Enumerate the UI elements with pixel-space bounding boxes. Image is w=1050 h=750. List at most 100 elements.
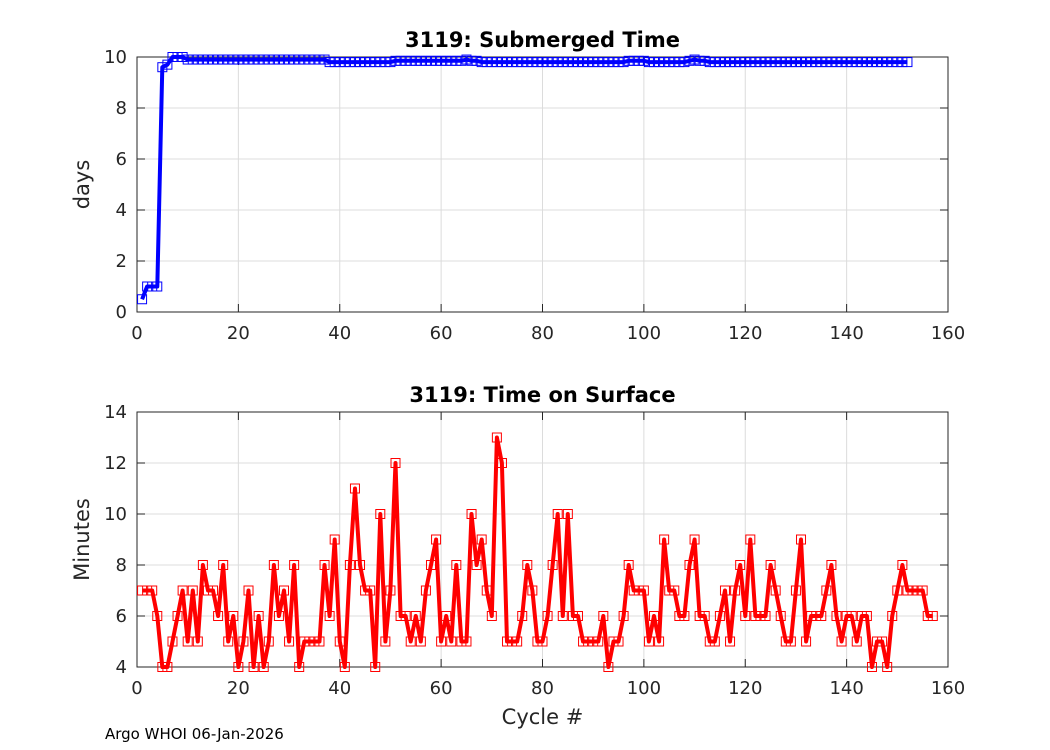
data-point-marker [202, 585, 213, 596]
data-point-marker [801, 57, 812, 68]
data-point-marker [370, 57, 381, 68]
data-point-marker [228, 54, 239, 65]
data-point-marker [866, 57, 877, 68]
data-point-marker [486, 611, 497, 621]
y-axis-label: Minutes [70, 498, 94, 581]
x-tick-label: 100 [627, 678, 661, 699]
data-point-marker [704, 57, 715, 68]
data-point-marker [431, 534, 442, 545]
x-tick-label: 80 [531, 678, 554, 699]
data-point-marker [567, 611, 578, 621]
data-point-marker [669, 57, 680, 68]
data-point-marker [425, 560, 436, 570]
data-point-marker [152, 281, 163, 292]
data-point-marker [137, 294, 148, 305]
footer-credit: Argo WHOI 06-Jan-2026 [105, 725, 284, 743]
data-point-marker [537, 636, 548, 647]
data-point-marker [243, 585, 254, 596]
x-axis-label: Cycle # [502, 705, 584, 729]
data-point-marker [674, 611, 685, 621]
data-point-marker [152, 611, 163, 621]
data-point-marker [608, 57, 619, 68]
data-point-marker [775, 57, 786, 68]
data-point-marker [233, 54, 244, 65]
data-point-marker [740, 611, 751, 621]
data-point-marker [674, 57, 685, 68]
data-point-marker [334, 636, 345, 647]
data-point-marker [273, 611, 284, 621]
data-point-marker [613, 636, 624, 647]
chart-title: 3119: Submerged Time [405, 28, 680, 52]
data-point-marker [324, 611, 335, 621]
data-point-marker [542, 611, 553, 621]
data-point-marker [314, 636, 325, 647]
data-point-marker [446, 55, 457, 66]
data-point-marker [415, 55, 426, 66]
data-point-marker [319, 54, 330, 65]
data-point-marker [284, 636, 295, 647]
data-point-marker [811, 57, 822, 68]
data-point-marker [785, 636, 796, 647]
data-point-marker [344, 57, 355, 68]
data-point-marker [446, 636, 457, 647]
data-point-marker [258, 662, 269, 672]
data-point-marker [557, 57, 568, 68]
data-point-marker [740, 57, 751, 68]
data-point-marker [679, 611, 690, 621]
data-point-marker [425, 55, 436, 66]
data-point-marker [912, 585, 923, 596]
data-point-marker [289, 54, 300, 65]
data-point-marker [294, 54, 305, 65]
data-point-marker [623, 560, 634, 570]
data-point-marker [476, 534, 487, 545]
data-point-marker [294, 662, 305, 672]
data-point-marker [866, 662, 877, 672]
data-point-marker [730, 585, 741, 596]
data-point-marker [861, 57, 872, 68]
chart-title: 3119: Time on Surface [409, 383, 675, 407]
data-point-marker [735, 57, 746, 68]
x-tick-label: 160 [931, 323, 965, 344]
data-point-marker [147, 281, 158, 292]
data-point-marker [142, 281, 153, 292]
y-tick-label: 10 [104, 504, 127, 525]
data-point-marker [441, 55, 452, 66]
data-point-marker [770, 585, 781, 596]
x-tick-label: 40 [328, 678, 351, 699]
data-point-marker [278, 585, 289, 596]
data-point-marker [649, 611, 660, 621]
data-point-marker [877, 636, 888, 647]
data-point-marker [390, 55, 401, 66]
data-point-marker [628, 585, 639, 596]
data-point-marker [410, 55, 421, 66]
data-point-marker [557, 611, 568, 621]
data-point-marker [223, 54, 234, 65]
x-tick-label: 160 [931, 678, 965, 699]
data-point-marker [537, 57, 548, 68]
data-point-marker [613, 57, 624, 68]
data-point-marker [380, 57, 391, 68]
data-point-marker [785, 57, 796, 68]
x-tick-label: 100 [627, 323, 661, 344]
data-point-marker [547, 560, 558, 570]
data-point-marker [481, 585, 492, 596]
data-point-marker [638, 55, 649, 66]
x-tick-label: 80 [531, 323, 554, 344]
x-tick-label: 140 [829, 323, 863, 344]
data-point-marker [360, 585, 371, 596]
y-tick-label: 14 [104, 402, 127, 423]
data-point-marker [395, 55, 406, 66]
data-point-marker [202, 54, 213, 65]
data-point-marker [735, 560, 746, 570]
data-point-marker [512, 57, 523, 68]
data-point-marker [192, 636, 203, 647]
data-point-marker [765, 560, 776, 570]
data-point-marker [466, 509, 477, 519]
data-point-marker [162, 59, 173, 70]
data-point-marker [598, 611, 609, 621]
data-point-marker [167, 636, 178, 647]
data-point-marker [882, 57, 893, 68]
data-point-marker [517, 611, 528, 621]
data-point-marker [567, 57, 578, 68]
data-point-marker [172, 611, 183, 621]
